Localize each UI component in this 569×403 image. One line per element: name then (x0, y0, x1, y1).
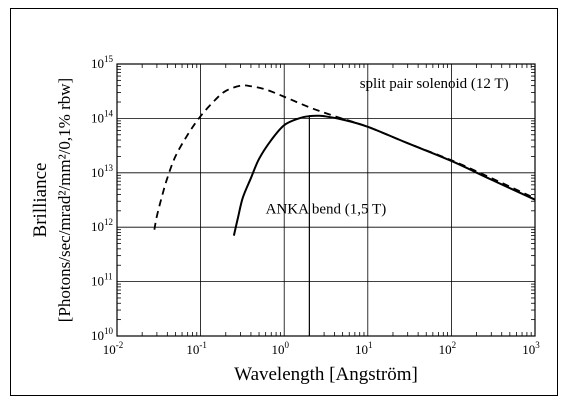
x-axis-label: Wavelength [Angström] (234, 364, 418, 385)
plot-border (116, 63, 536, 337)
y-tick-label: 1011 (91, 272, 113, 289)
x-tick-label: 103 (522, 340, 540, 357)
x-tick-labels: 10-2 10-1 100 101 102 103 (103, 340, 541, 357)
y-tick-label: 1015 (91, 54, 114, 71)
y-tick-label: 1013 (91, 163, 114, 180)
annotation-split-pair-solenoid: split pair solenoid (12 T) (360, 76, 509, 92)
x-tick-label: 100 (271, 340, 289, 357)
y-tick-label: 1014 (91, 108, 114, 125)
y-tick-label: 1012 (91, 217, 113, 234)
y-axis-label-line2: [Photons/sec/mrad²/mm²/0,1% rbw] (55, 78, 74, 322)
series-line-anka-bend (232, 114, 536, 236)
grid (116, 63, 536, 337)
x-tick-label: 101 (355, 340, 373, 357)
y-axis-label-line1: Brilliance (30, 163, 51, 238)
series-layer (153, 84, 536, 236)
x-tick-label: 102 (439, 340, 457, 357)
x-tick-label: 10-2 (103, 340, 124, 357)
y-tick-label: 1010 (91, 326, 114, 343)
y-tick-labels: 1010 1011 1012 1013 1014 1015 (91, 54, 114, 343)
x-tick-label: 10-1 (186, 340, 207, 357)
axis-ticks (117, 64, 535, 336)
annotation-anka-bend: ANKA bend (1,5 T) (266, 201, 387, 217)
